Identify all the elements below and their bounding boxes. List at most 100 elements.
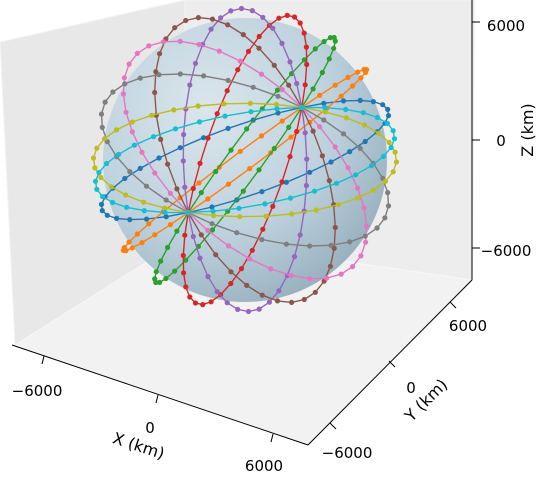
orbit-point (235, 306, 241, 312)
x-tick-mark (270, 433, 274, 443)
orbit-point (156, 155, 162, 161)
orbit-point (358, 75, 364, 81)
orbit-point (286, 124, 292, 130)
orbit-point (134, 231, 140, 237)
orbit-point (153, 269, 159, 275)
orbit-point (209, 221, 215, 227)
z-tick-label: 0 (496, 132, 506, 150)
tick-marks (41, 21, 480, 443)
orbit-point (167, 222, 173, 228)
orbit-point (216, 48, 222, 54)
orbit-point (303, 44, 309, 50)
orbit-point (240, 31, 246, 38)
orbit-point (313, 207, 319, 213)
orbit-point (110, 199, 116, 206)
orbit-point (185, 210, 191, 216)
orbit-point (146, 221, 152, 227)
orbit-point (256, 45, 262, 51)
orbit-point (262, 201, 268, 207)
z-tick-label: 6000 (487, 17, 525, 35)
orbit-point (287, 195, 294, 201)
orbit-point (376, 130, 382, 136)
orbit-point (190, 233, 196, 240)
orbit-point (225, 181, 232, 187)
orbit-point (358, 253, 364, 259)
orbit-point (158, 258, 164, 264)
orbit-point (347, 149, 353, 155)
orbit-point (307, 169, 313, 175)
orbit-point (301, 30, 307, 36)
orbit-point (259, 292, 265, 298)
orbit-point (332, 144, 338, 150)
orbit-point (165, 244, 171, 251)
orbit-point (183, 257, 189, 263)
orbit-point (374, 225, 380, 231)
orbit-point (392, 149, 398, 155)
orbit-point (224, 300, 230, 306)
orbit-point (249, 8, 255, 14)
orbit-point (146, 43, 152, 49)
orbit-point (343, 115, 349, 121)
orbit-point (196, 180, 202, 186)
orbit-point (99, 124, 105, 130)
x-tick-mark (41, 355, 45, 365)
y-tick-mark (449, 301, 457, 309)
orbit-point (149, 112, 155, 118)
orbit-point (143, 216, 150, 222)
orbit-point (195, 103, 201, 109)
x-tick-label: 6000 (245, 457, 283, 475)
orbit-point (245, 308, 252, 315)
orbit-point (310, 86, 316, 92)
orbit-point (353, 172, 359, 178)
orbit-point (192, 60, 199, 66)
orbit-point (120, 91, 126, 97)
orbit-point (177, 71, 183, 77)
orbit-point (364, 223, 370, 229)
orbit-point (129, 245, 135, 251)
orbit-point (244, 126, 250, 132)
orbit-point (127, 169, 133, 175)
orbit-point (114, 215, 120, 221)
orbit-point (312, 289, 318, 295)
orbit-point (157, 51, 163, 57)
orbit-point (143, 183, 150, 189)
orbit-point (301, 296, 307, 303)
orbit-point (321, 38, 327, 45)
orbit-point (311, 188, 318, 194)
orbit-point (328, 159, 334, 165)
orbit-point (260, 14, 266, 20)
orbit-point (96, 169, 102, 176)
orbit-point (279, 118, 285, 124)
orbit-point (390, 169, 396, 175)
orbit-point (238, 5, 245, 12)
earth-sphere (103, 18, 387, 302)
orbit-point (331, 34, 337, 41)
orbit-point (247, 256, 253, 262)
orbit-point (319, 153, 325, 159)
orbit-point (385, 106, 391, 112)
orbit-point (304, 156, 310, 162)
orbit-point (121, 75, 127, 81)
orbit-point (162, 205, 168, 211)
orbit-point (286, 82, 292, 88)
orbit-point (327, 263, 333, 269)
orbit-point (182, 232, 188, 238)
orbit-point (210, 208, 216, 214)
orbit-point (198, 190, 204, 196)
orbit-point (201, 135, 207, 141)
orbit-point (99, 208, 105, 214)
orbit-point (177, 145, 183, 151)
orbit-point (259, 237, 265, 243)
orbit-point (307, 276, 313, 282)
orbit-point (141, 199, 147, 205)
orbit-point (384, 120, 391, 127)
orbit-point (370, 187, 377, 193)
orbit-point (307, 243, 313, 249)
orbit-point (291, 254, 298, 260)
orbit-point (101, 136, 108, 142)
orbit-point (141, 208, 147, 214)
orbit-point (350, 83, 356, 89)
orbit-point (274, 106, 280, 112)
orbit-point (237, 214, 243, 220)
orbit-point (291, 14, 298, 20)
